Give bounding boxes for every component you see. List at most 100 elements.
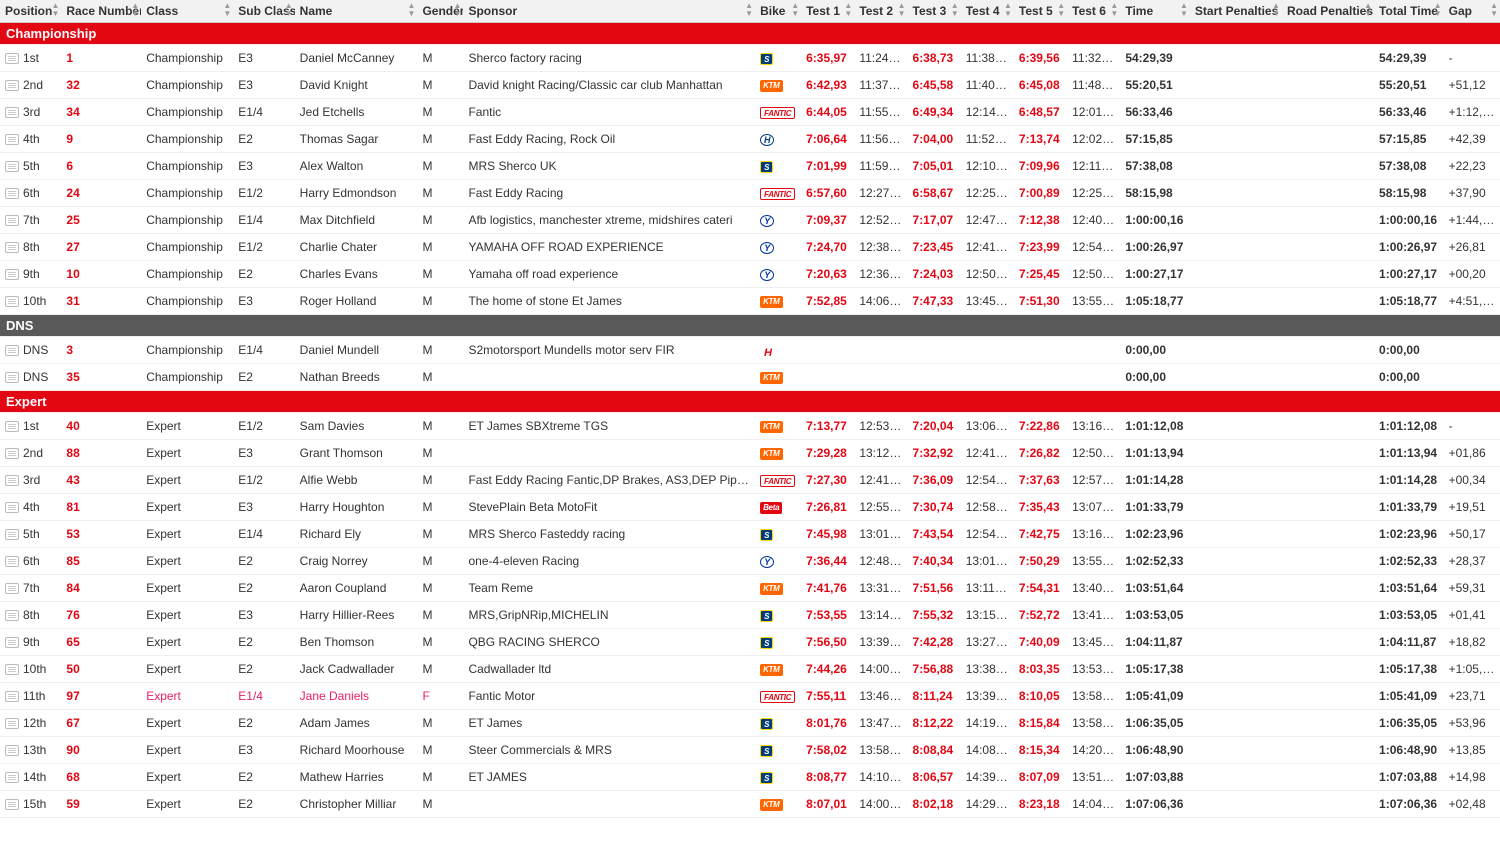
comment-icon[interactable] bbox=[5, 107, 19, 118]
col-header-time[interactable]: Time bbox=[1120, 0, 1190, 23]
comment-icon[interactable] bbox=[5, 448, 19, 459]
position-text: 10th bbox=[23, 662, 46, 676]
comment-icon[interactable] bbox=[5, 529, 19, 540]
col-header-road-penalties[interactable]: Road Penalties bbox=[1282, 0, 1374, 23]
col-header-start-penalties[interactable]: Start Penalties bbox=[1190, 0, 1282, 23]
cell-sponsor: David knight Racing/Classic car club Man… bbox=[463, 72, 755, 99]
sort-icon[interactable] bbox=[408, 2, 416, 18]
cell-gender: M bbox=[417, 467, 463, 494]
comment-icon[interactable] bbox=[5, 215, 19, 226]
comment-icon[interactable] bbox=[5, 134, 19, 145]
comment-icon[interactable] bbox=[5, 691, 19, 702]
sort-icon[interactable] bbox=[1272, 2, 1280, 18]
cell-time: 1:05:41,09 bbox=[1120, 683, 1190, 710]
cell-bike: FANTIC bbox=[755, 683, 801, 710]
col-header-sub-class[interactable]: Sub Class bbox=[233, 0, 294, 23]
col-header-test-5[interactable]: Test 5 bbox=[1014, 0, 1067, 23]
cell-start-penalties bbox=[1190, 288, 1282, 315]
comment-icon[interactable] bbox=[5, 188, 19, 199]
comment-icon[interactable] bbox=[5, 610, 19, 621]
cell-test2: 14:06,15 bbox=[854, 288, 907, 315]
cell-gap: +23,71 bbox=[1444, 683, 1500, 710]
bike-logo-sherco: S bbox=[760, 772, 773, 784]
cell-subclass: E3 bbox=[233, 440, 294, 467]
cell-test2: 12:48,06 bbox=[854, 548, 907, 575]
col-header-test-1[interactable]: Test 1 bbox=[801, 0, 854, 23]
col-header-test-6[interactable]: Test 6 bbox=[1067, 0, 1120, 23]
bike-logo-ktm: KTM bbox=[760, 372, 782, 384]
bike-logo-sherco: S bbox=[760, 745, 773, 757]
sort-icon[interactable] bbox=[1364, 2, 1372, 18]
col-header-total-time[interactable]: Total Time bbox=[1374, 0, 1444, 23]
sort-icon[interactable] bbox=[131, 2, 139, 18]
comment-icon[interactable] bbox=[5, 269, 19, 280]
col-header-sponsor[interactable]: Sponsor bbox=[463, 0, 755, 23]
sort-icon[interactable] bbox=[285, 2, 293, 18]
sort-icon[interactable] bbox=[1434, 2, 1442, 18]
comment-icon[interactable] bbox=[5, 664, 19, 675]
comment-icon[interactable] bbox=[5, 296, 19, 307]
position-text: 8th bbox=[23, 608, 40, 622]
cell-test2: 13:14,16 bbox=[854, 602, 907, 629]
cell-road-penalties bbox=[1282, 364, 1374, 391]
comment-icon[interactable] bbox=[5, 475, 19, 486]
cell-test1: 7:56,50 bbox=[801, 629, 854, 656]
comment-icon[interactable] bbox=[5, 745, 19, 756]
cell-bike: FANTIC bbox=[755, 99, 801, 126]
cell-time: 0:00,00 bbox=[1120, 364, 1190, 391]
comment-icon[interactable] bbox=[5, 421, 19, 432]
sort-icon[interactable] bbox=[951, 2, 959, 18]
comment-icon[interactable] bbox=[5, 718, 19, 729]
sort-icon[interactable] bbox=[223, 2, 231, 18]
sort-icon[interactable] bbox=[1180, 2, 1188, 18]
cell-gap: - bbox=[1444, 45, 1500, 72]
col-header-test-3[interactable]: Test 3 bbox=[908, 0, 961, 23]
col-header-race-number[interactable]: Race Number bbox=[61, 0, 141, 23]
sort-icon[interactable] bbox=[898, 2, 906, 18]
comment-icon[interactable] bbox=[5, 53, 19, 64]
col-header-name[interactable]: Name bbox=[295, 0, 418, 23]
comment-icon[interactable] bbox=[5, 583, 19, 594]
comment-icon[interactable] bbox=[5, 161, 19, 172]
col-header-position[interactable]: Position bbox=[0, 0, 61, 23]
position-text: 3rd bbox=[23, 105, 40, 119]
cell-test2: 14:00,41 bbox=[854, 791, 907, 818]
sort-icon[interactable] bbox=[1004, 2, 1012, 18]
cell-bike: H bbox=[755, 126, 801, 153]
cell-race-number: 34 bbox=[61, 99, 141, 126]
col-header-bike[interactable]: Bike bbox=[755, 0, 801, 23]
comment-icon[interactable] bbox=[5, 242, 19, 253]
comment-icon[interactable] bbox=[5, 372, 19, 383]
sort-icon[interactable] bbox=[745, 2, 753, 18]
cell-test4: 11:52,06 bbox=[961, 126, 1014, 153]
col-header-test-4[interactable]: Test 4 bbox=[961, 0, 1014, 23]
cell-test3: 6:58,67 bbox=[908, 180, 961, 207]
comment-icon[interactable] bbox=[5, 637, 19, 648]
cell-test4: 11:38,25 bbox=[961, 45, 1014, 72]
cell-test1: 7:06,64 bbox=[801, 126, 854, 153]
comment-icon[interactable] bbox=[5, 799, 19, 810]
sort-icon[interactable] bbox=[844, 2, 852, 18]
comment-icon[interactable] bbox=[5, 345, 19, 356]
sort-icon[interactable] bbox=[1110, 2, 1118, 18]
comment-icon[interactable] bbox=[5, 556, 19, 567]
sort-icon[interactable] bbox=[1490, 2, 1498, 18]
sort-icon[interactable] bbox=[454, 2, 462, 18]
bike-logo-husq: H bbox=[760, 134, 774, 146]
cell-test2: 13:12,84 bbox=[854, 440, 907, 467]
cell-race-number: 85 bbox=[61, 548, 141, 575]
col-header-gender[interactable]: Gender bbox=[417, 0, 463, 23]
cell-road-penalties bbox=[1282, 683, 1374, 710]
comment-icon[interactable] bbox=[5, 502, 19, 513]
comment-icon[interactable] bbox=[5, 772, 19, 783]
col-header-class[interactable]: Class bbox=[141, 0, 233, 23]
col-header-gap[interactable]: Gap bbox=[1444, 0, 1500, 23]
comment-icon[interactable] bbox=[5, 80, 19, 91]
col-header-test-2[interactable]: Test 2 bbox=[854, 0, 907, 23]
cell-test2: 11:24,53 bbox=[854, 45, 907, 72]
sort-icon[interactable] bbox=[791, 2, 799, 18]
cell-race-number: 25 bbox=[61, 207, 141, 234]
cell-name: Adam James bbox=[295, 710, 418, 737]
sort-icon[interactable] bbox=[1057, 2, 1065, 18]
sort-icon[interactable] bbox=[51, 2, 59, 18]
